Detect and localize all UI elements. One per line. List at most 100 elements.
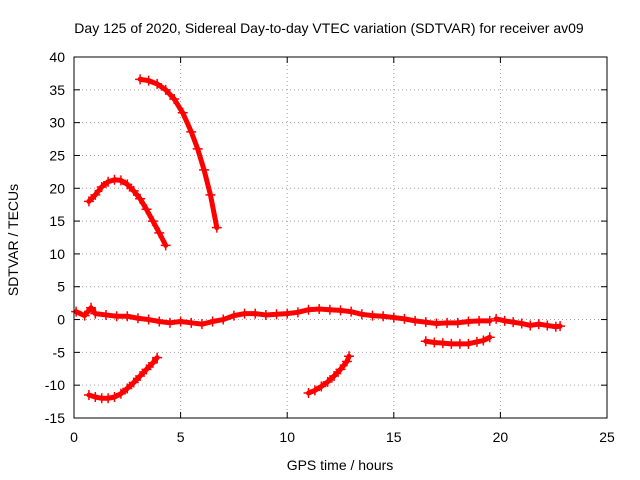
data-point — [83, 390, 94, 401]
data-point — [135, 370, 146, 381]
series-arc-low-1 — [83, 352, 163, 404]
data-point — [135, 74, 146, 85]
data-point — [135, 193, 146, 204]
data-point — [141, 364, 152, 375]
data-point — [446, 338, 457, 349]
data-point — [239, 308, 250, 319]
data-point — [186, 126, 197, 137]
data-point — [508, 317, 519, 328]
plot-frame — [73, 56, 608, 419]
data-point — [100, 309, 111, 320]
data-point — [86, 302, 97, 313]
data-point — [154, 227, 165, 238]
data-point — [322, 376, 333, 387]
data-point — [344, 351, 355, 362]
data-point — [111, 311, 122, 322]
data-point — [122, 179, 133, 190]
data-point — [90, 308, 101, 319]
y-tick-label: 15 — [49, 213, 65, 229]
x-axis-title: GPS time / hours — [287, 457, 394, 473]
data-point — [128, 185, 139, 196]
x-tick-label: 10 — [279, 429, 295, 445]
data-point — [211, 222, 222, 233]
data-point — [533, 319, 544, 330]
x-tick-label: 15 — [386, 429, 402, 445]
y-tick-label: 20 — [49, 180, 65, 196]
data-point — [160, 84, 171, 95]
data-point — [207, 316, 218, 327]
data-point — [271, 309, 282, 320]
y-tick-label: 10 — [49, 246, 65, 262]
data-point — [491, 313, 502, 324]
data-point — [109, 391, 120, 402]
data-point — [474, 315, 485, 326]
y-tick-label: 0 — [57, 312, 65, 328]
data-point — [83, 196, 94, 207]
data-point — [115, 388, 126, 399]
series-arc-late — [491, 313, 566, 332]
data-point — [420, 336, 431, 347]
data-point — [314, 304, 325, 315]
data-point — [346, 306, 357, 317]
data-point — [335, 305, 346, 316]
data-point — [356, 309, 367, 320]
data-point — [542, 320, 553, 331]
series-arc-low-2 — [303, 351, 355, 399]
data-point — [192, 143, 203, 154]
data-point — [143, 75, 154, 86]
data-point — [164, 317, 175, 328]
data-point — [484, 332, 495, 343]
data-point — [128, 377, 139, 388]
data-point — [260, 309, 271, 320]
y-axis-title: SDTVAR / TECUs — [5, 184, 21, 296]
y-tick-label: 25 — [49, 147, 65, 163]
data-point — [205, 189, 216, 200]
data-point — [90, 391, 101, 402]
axis-ticks: 0 5 10 15 20 25 -15 -10 -5 0 5 10 15 20 25 30 35 40 — [45, 49, 615, 445]
data-point — [420, 317, 431, 328]
data-point — [177, 107, 188, 118]
data-point — [196, 319, 207, 330]
y-tick-label: -5 — [53, 344, 66, 360]
data-point — [79, 310, 90, 321]
data-point — [160, 240, 171, 251]
data-point — [96, 181, 107, 192]
chart-title: Day 125 of 2020, Sidereal Day-to-day VTE… — [74, 20, 584, 36]
data-point — [471, 336, 482, 347]
data-point — [292, 307, 303, 318]
data-point — [90, 189, 101, 200]
data-point — [141, 204, 152, 215]
data-point — [152, 352, 163, 363]
data-series — [71, 74, 566, 404]
data-point — [335, 364, 346, 375]
data-point — [388, 312, 399, 323]
data-point — [103, 393, 114, 404]
data-point — [329, 370, 340, 381]
x-tick-label: 5 — [177, 429, 185, 445]
data-point — [122, 383, 133, 394]
y-tick-label: 30 — [49, 115, 65, 131]
data-point — [442, 317, 453, 328]
data-point — [169, 94, 180, 105]
data-point — [303, 388, 314, 399]
data-point — [525, 320, 536, 331]
data-point — [478, 335, 489, 346]
data-point — [399, 313, 410, 324]
data-point — [186, 317, 197, 328]
data-point — [555, 321, 566, 332]
data-point — [341, 356, 352, 367]
x-tick-label: 20 — [493, 429, 509, 445]
data-point — [499, 315, 510, 326]
data-point — [429, 337, 440, 348]
data-point — [463, 316, 474, 327]
data-point — [147, 357, 158, 368]
data-point — [122, 311, 133, 322]
data-point — [437, 338, 448, 349]
data-point — [282, 308, 293, 319]
data-point — [115, 175, 126, 186]
data-point — [484, 315, 495, 326]
data-point — [103, 176, 114, 187]
data-point — [316, 381, 327, 392]
